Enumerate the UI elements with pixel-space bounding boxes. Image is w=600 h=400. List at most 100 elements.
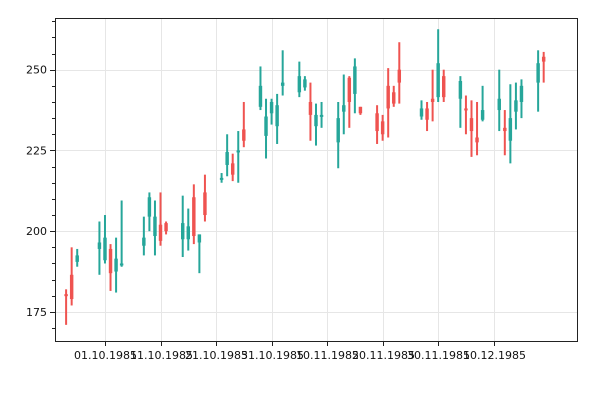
candle [347, 76, 352, 128]
candle [64, 289, 68, 325]
candle [458, 76, 463, 128]
candle-body [108, 248, 113, 274]
candle [230, 153, 235, 182]
candle-body [469, 118, 474, 132]
candle [514, 82, 518, 130]
candle-body [264, 116, 268, 136]
candle [258, 66, 263, 111]
candle-body [442, 76, 446, 98]
candle-body [419, 108, 424, 117]
candle-body [181, 223, 185, 240]
candle-body [275, 105, 279, 127]
candle [147, 192, 152, 232]
candle-body [336, 118, 340, 143]
candle-body [64, 294, 68, 297]
candle [503, 110, 507, 156]
candle [519, 79, 524, 119]
x-tick-label: 10.12.1985 [463, 349, 526, 362]
candle [497, 69, 501, 132]
candle [269, 98, 274, 125]
x-tick-label: 30.11.1985 [407, 349, 470, 362]
candle-body [119, 263, 124, 266]
candle [264, 98, 268, 159]
candle [275, 93, 279, 144]
candle [142, 216, 146, 256]
candle-body [219, 177, 224, 180]
candle [158, 192, 163, 246]
candle [442, 69, 446, 102]
candle-body [514, 100, 518, 112]
candle [97, 221, 102, 275]
candle [69, 247, 74, 306]
candle-body [114, 258, 118, 272]
candle [336, 101, 340, 169]
candle-body [536, 63, 540, 83]
plot-frame [55, 18, 578, 342]
candle-body [497, 98, 501, 111]
axes: 175 200 225 250 01.10.198511.10.198521.10.19… [26, 21, 526, 362]
candle-body [375, 113, 379, 132]
x-tick-label: 21.10.1985 [185, 349, 248, 362]
candle-body [347, 77, 352, 102]
candle [303, 76, 307, 91]
candle [386, 68, 390, 138]
candle-body [236, 150, 240, 153]
candle [181, 195, 185, 258]
candle-body [203, 192, 207, 216]
x-tick-label: 20.11.1985 [352, 349, 415, 362]
candle-body [69, 274, 74, 300]
candle-body [342, 105, 346, 112]
candle-body [458, 80, 463, 99]
candle [219, 173, 224, 183]
candle-body [225, 152, 229, 165]
candle-body [75, 255, 79, 262]
candle-body [519, 85, 524, 102]
candle [114, 237, 118, 293]
candle [108, 244, 113, 291]
candle-body [197, 234, 202, 243]
candle [75, 248, 79, 267]
candle [380, 114, 385, 141]
candle [225, 134, 229, 177]
candle-body [386, 85, 390, 109]
candle [197, 234, 202, 274]
candle [480, 85, 485, 122]
candle [397, 42, 402, 104]
candle [358, 106, 363, 115]
candle-body [103, 237, 107, 261]
candle-body [147, 197, 152, 217]
candle-body [164, 223, 168, 232]
candle [536, 50, 540, 112]
candle [203, 174, 207, 222]
candle-body [436, 63, 440, 98]
candle-body [425, 108, 429, 120]
candle [297, 61, 302, 98]
candle-body [97, 242, 102, 249]
candle [475, 101, 479, 156]
candle-body [380, 121, 385, 135]
candle [236, 131, 240, 183]
candle [469, 100, 474, 157]
y-tick-label: 175 [26, 306, 47, 319]
candle [541, 51, 546, 83]
candle [419, 100, 424, 120]
y-tick-label: 200 [26, 225, 47, 238]
candle-body [508, 118, 513, 141]
candle-body [397, 69, 402, 83]
candle [119, 200, 124, 267]
x-tick-label: 10.11.1985 [296, 349, 359, 362]
candle-body [303, 79, 307, 88]
candle [464, 95, 468, 135]
candle [308, 82, 313, 141]
candle-body [314, 114, 318, 127]
candle [186, 208, 190, 251]
candle-body [308, 101, 313, 115]
candle-body [186, 226, 190, 240]
y-tick-label: 225 [26, 144, 47, 157]
candle [375, 105, 379, 144]
candle-body [230, 163, 235, 175]
x-tick-label: 11.10.1985 [130, 349, 193, 362]
candle [342, 74, 346, 135]
grid [55, 18, 577, 341]
